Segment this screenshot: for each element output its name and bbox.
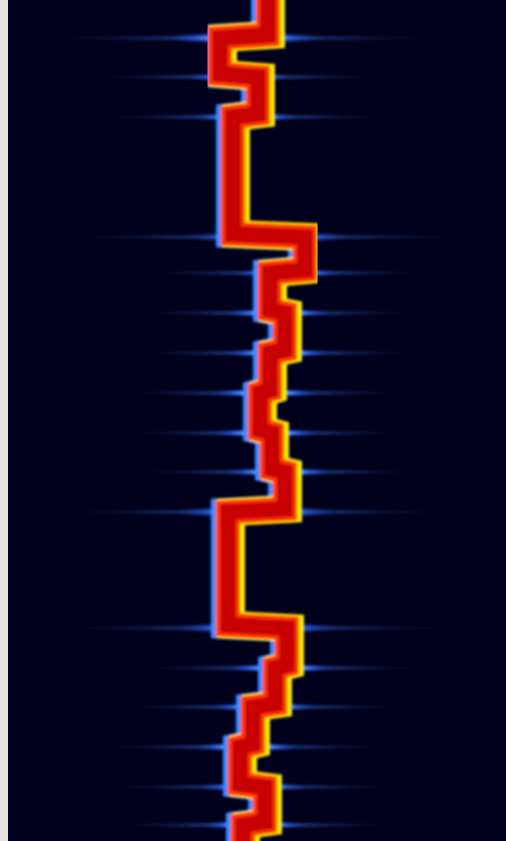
left-border (0, 0, 8, 841)
spectrogram-image (0, 0, 506, 841)
page: {} (() => { JSON.parse(document.getEleme… (0, 0, 506, 841)
